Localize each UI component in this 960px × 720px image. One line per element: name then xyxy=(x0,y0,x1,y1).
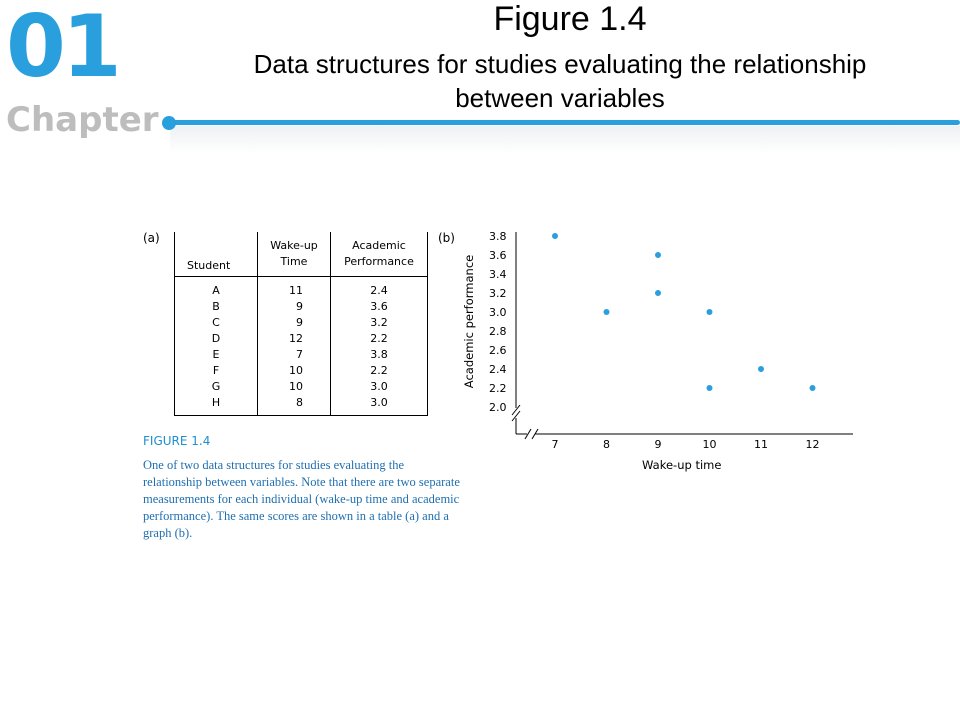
y-tick-label: 2.0 xyxy=(489,401,507,414)
header-perf-line1: Academic xyxy=(352,239,406,252)
header-divider xyxy=(170,120,960,125)
x-tick-label: 8 xyxy=(603,438,610,451)
cell-perf: 3.0 xyxy=(330,395,428,416)
cell-perf: 3.2 xyxy=(330,315,428,331)
caption-text: One of two data structures for studies e… xyxy=(143,458,460,540)
y-tick-label: 3.8 xyxy=(489,230,507,243)
data-point xyxy=(603,309,610,315)
table-header-row: Student Wake-up Time Academic Performance xyxy=(174,232,428,277)
y-tick-label: 3.0 xyxy=(489,306,507,319)
y-axis-label: Academic performance xyxy=(462,255,476,388)
x-axis-label: Wake-up time xyxy=(642,458,721,472)
caption-heading: FIGURE 1.4 xyxy=(143,434,211,448)
axes xyxy=(511,232,853,440)
table-row: G 10 3.0 xyxy=(174,379,428,395)
x-tick-label: 7 xyxy=(552,438,559,451)
table-row: C 9 3.2 xyxy=(174,315,428,331)
table-row: H 8 3.0 xyxy=(174,395,428,416)
panel-b-label: (b) xyxy=(438,231,455,245)
header-wake-up-time: Wake-up Time xyxy=(257,232,331,277)
cell-perf: 2.2 xyxy=(330,363,428,379)
y-axis-break-mark xyxy=(511,404,521,416)
scatter-plot: 2.0 2.2 2.4 2.6 2.8 3.0 3.2 3.4 3.6 3.8 7 8 9 10 11 12… xyxy=(462,230,853,472)
cell-student: F xyxy=(174,363,258,379)
cell-perf: 2.2 xyxy=(330,331,428,347)
cell-perf: 2.4 xyxy=(330,276,428,299)
x-tick-label: 11 xyxy=(754,438,768,451)
data-table: Student Wake-up Time Academic Performance … xyxy=(174,232,428,416)
x-tick-labels: 7 8 9 10 11 12 xyxy=(552,438,820,451)
cell-wake: 8 xyxy=(257,395,331,416)
header-perf-line2: Performance xyxy=(344,255,414,268)
cell-perf: 3.6 xyxy=(330,299,428,315)
data-points xyxy=(552,233,816,391)
cell-wake: 9 xyxy=(257,315,331,331)
table-row: E 7 3.8 xyxy=(174,347,428,363)
y-tick-label: 2.2 xyxy=(489,382,507,395)
cell-student: H xyxy=(174,395,258,416)
cell-wake: 10 xyxy=(257,379,331,395)
cell-wake: 11 xyxy=(257,276,331,299)
data-point xyxy=(655,252,661,258)
y-tick-label: 2.6 xyxy=(489,344,507,357)
table-row: B 9 3.6 xyxy=(174,299,428,315)
cell-perf: 3.0 xyxy=(330,379,428,395)
chapter-label: Chapter xyxy=(6,100,159,140)
figure-title: Figure 1.4 xyxy=(493,0,647,38)
cell-wake: 7 xyxy=(257,347,331,363)
chapter-number: 01 xyxy=(6,0,122,97)
header-student: Student xyxy=(174,232,258,277)
data-point xyxy=(706,309,713,315)
y-tick-label: 3.2 xyxy=(489,287,507,300)
y-tick-label: 2.8 xyxy=(489,325,507,338)
header-divider-dot xyxy=(162,116,176,130)
data-point xyxy=(706,385,713,391)
header-academic-performance: Academic Performance xyxy=(330,232,428,277)
y-axis-break-mark xyxy=(511,410,521,422)
data-point xyxy=(758,366,764,372)
cell-student: G xyxy=(174,379,258,395)
x-tick-label: 10 xyxy=(703,438,717,451)
cell-perf: 3.8 xyxy=(330,347,428,363)
x-tick-label: 12 xyxy=(806,438,820,451)
header-wake-line2: Time xyxy=(280,255,308,268)
y-tick-label: 3.6 xyxy=(489,249,507,262)
data-point xyxy=(809,385,816,391)
cell-student: C xyxy=(174,315,258,331)
x-tick-label: 9 xyxy=(655,438,662,451)
x-axis-break-mark xyxy=(524,428,532,440)
y-tick-label: 2.4 xyxy=(489,363,507,376)
table-row: D 12 2.2 xyxy=(174,331,428,347)
cell-wake: 12 xyxy=(257,331,331,347)
cell-wake: 9 xyxy=(257,299,331,315)
cell-student: E xyxy=(174,347,258,363)
y-tick-label: 3.4 xyxy=(489,268,507,281)
header-shadow xyxy=(170,126,960,154)
data-point xyxy=(655,290,661,296)
cell-student: A xyxy=(174,276,258,299)
cell-student: D xyxy=(174,331,258,347)
table-row: F 10 2.2 xyxy=(174,363,428,379)
cell-wake: 10 xyxy=(257,363,331,379)
panel-a-label: (a) xyxy=(143,231,160,245)
figure-subtitle: Data structures for studies evaluating t… xyxy=(253,49,867,113)
header-wake-line1: Wake-up xyxy=(270,239,318,252)
data-point xyxy=(552,233,558,239)
cell-student: B xyxy=(174,299,258,315)
table-row: A 11 2.4 xyxy=(174,276,428,299)
y-tick-labels: 2.0 2.2 2.4 2.6 2.8 3.0 3.2 3.4 3.6 3.8 xyxy=(489,230,507,414)
